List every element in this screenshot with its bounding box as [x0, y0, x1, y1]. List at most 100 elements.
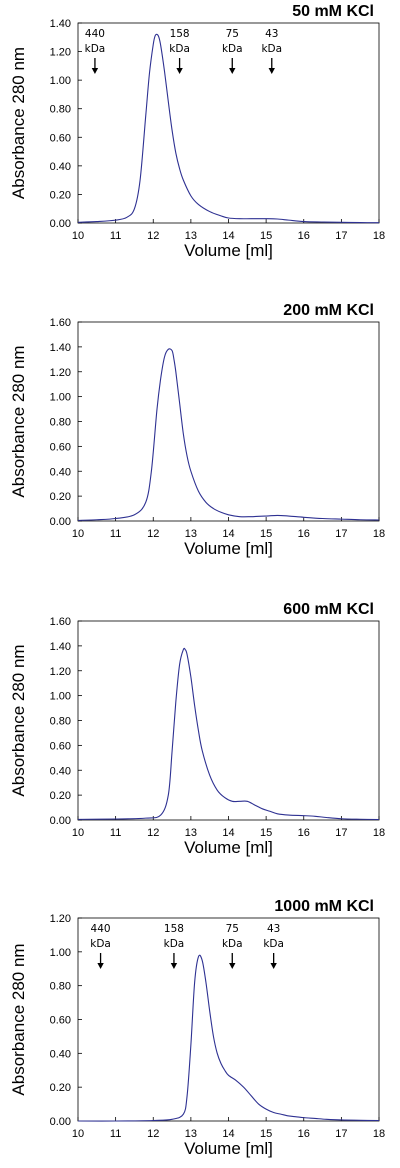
y-tick-label: 0.80: [50, 417, 71, 429]
x-tick-label: 17: [335, 528, 347, 540]
arrow-down-icon: [229, 68, 236, 74]
mw-marker-unit: kDa: [90, 938, 111, 950]
x-tick-label: 11: [110, 528, 121, 540]
y-tick-label: 0.40: [50, 765, 71, 777]
mw-marker-unit: kDa: [263, 938, 284, 950]
mw-marker-unit: kDa: [222, 43, 243, 55]
panel-title: 200 mM KCl: [283, 302, 374, 319]
y-tick-label: 1.20: [50, 367, 71, 379]
mw-marker-value: 43: [265, 28, 278, 40]
x-tick-label: 10: [72, 1128, 84, 1140]
arrow-down-icon: [170, 963, 178, 969]
mw-marker: 158 kDa: [164, 923, 185, 969]
x-tick-label: 16: [298, 528, 310, 540]
x-tick-label: 12: [147, 528, 159, 540]
mw-marker: 43 kDa: [261, 28, 282, 74]
y-tick-label: 1.20: [50, 666, 71, 678]
x-tick-label: 14: [222, 827, 234, 839]
x-tick-label: 12: [147, 1128, 159, 1140]
mw-marker-unit: kDa: [164, 938, 185, 950]
x-tick-label: 15: [260, 528, 272, 540]
x-tick-label: 18: [373, 827, 385, 839]
x-axis-label: Volume [ml]: [184, 241, 273, 260]
y-axis-label: Absorbance 280 nm: [9, 943, 28, 1095]
x-tick-label: 15: [260, 1128, 272, 1140]
x-tick-label: 11: [110, 230, 121, 242]
y-tick-label: 1.00: [50, 947, 71, 959]
x-tick-label: 14: [222, 528, 234, 540]
x-tick-label: 16: [298, 230, 310, 242]
mw-marker-value: 43: [267, 923, 280, 935]
y-axis-label: Absorbance 280 nm: [9, 345, 28, 497]
mw-marker-unit: kDa: [222, 938, 243, 950]
chart-panel-2: 0.00 0.20 0.40 0.60 0.80 1.00 1.20 1.40 1.60 10 11…: [9, 302, 385, 558]
x-tick-label: 17: [335, 827, 347, 839]
panel-title: 600 mM KCl: [283, 601, 374, 618]
mw-marker: 158 kDa: [169, 28, 190, 74]
y-tick-label: 0.00: [50, 815, 71, 827]
y-tick-label: 0.20: [50, 1082, 71, 1094]
x-tick-label: 17: [335, 230, 347, 242]
y-tick-label: 0.60: [50, 441, 71, 453]
arrow-down-icon: [268, 68, 275, 74]
mw-marker-value: 440: [91, 923, 111, 935]
mw-marker-value: 75: [226, 923, 239, 935]
mw-marker: 440 kDa: [85, 28, 106, 74]
x-tick-label: 11: [110, 1128, 121, 1140]
absorbance-trace: [77, 647, 380, 821]
mw-marker: 440 kDa: [90, 923, 111, 969]
y-tick-label: 0.40: [50, 466, 71, 478]
x-tick-label: 12: [147, 230, 159, 242]
y-tick-label: 0.60: [50, 740, 71, 752]
chart-panel-3: 0.00 0.20 0.40 0.60 0.80 1.00 1.20 1.40 1.60 10 11…: [9, 601, 385, 857]
plot-frame: [77, 620, 380, 821]
x-tick-label: 14: [222, 1128, 234, 1140]
x-tick-label: 17: [335, 1128, 347, 1140]
x-tick-label: 13: [185, 528, 197, 540]
y-tick-label: 1.60: [50, 616, 71, 628]
mw-marker: 43 kDa: [263, 923, 284, 969]
y-tick-label: 1.40: [50, 18, 71, 30]
y-tick-label: 1.40: [50, 342, 71, 354]
panel-title: 1000 mM KCl: [274, 898, 374, 915]
y-tick-label: 1.60: [50, 317, 71, 329]
y-axis-label: Absorbance 280 nm: [9, 644, 28, 796]
y-tick-label: 0.20: [50, 491, 71, 503]
mw-marker-unit: kDa: [85, 43, 106, 55]
y-tick-label: 0.80: [50, 716, 71, 728]
arrow-down-icon: [176, 68, 183, 74]
x-axis-label: Volume [ml]: [184, 1139, 273, 1158]
y-tick-label: 0.80: [50, 104, 71, 116]
x-tick-label: 10: [72, 827, 84, 839]
x-tick-label: 10: [72, 528, 84, 540]
mw-marker-unit: kDa: [261, 43, 282, 55]
mw-marker-value: 75: [226, 28, 239, 40]
arrow-down-icon: [229, 963, 236, 969]
y-tick-label: 0.60: [50, 132, 71, 144]
y-tick-label: 0.00: [50, 1116, 71, 1128]
x-tick-label: 16: [298, 827, 310, 839]
x-tick-label: 15: [260, 827, 272, 839]
y-tick-label: 1.20: [50, 913, 71, 925]
mw-marker-value: 158: [170, 28, 190, 40]
x-tick-label: 11: [110, 827, 121, 839]
mw-marker-unit: kDa: [169, 43, 190, 55]
x-tick-label: 18: [373, 528, 385, 540]
y-tick-label: 0.00: [50, 218, 71, 230]
x-tick-label: 13: [185, 230, 197, 242]
y-tick-label: 1.00: [50, 75, 71, 87]
x-tick-label: 16: [298, 1128, 310, 1140]
mw-marker-value: 440: [85, 28, 105, 40]
y-tick-label: 0.20: [50, 189, 71, 201]
y-tick-label: 1.00: [50, 691, 71, 703]
mw-marker: 75 kDa: [222, 28, 243, 74]
y-tick-label: 0.60: [50, 1015, 71, 1027]
y-tick-label: 1.00: [50, 392, 71, 404]
x-tick-label: 14: [222, 230, 234, 242]
absorbance-trace: [77, 954, 380, 1122]
y-tick-label: 0.80: [50, 981, 71, 993]
absorbance-trace: [77, 348, 380, 521]
absorbance-trace: [77, 33, 380, 224]
y-tick-label: 0.40: [50, 161, 71, 173]
